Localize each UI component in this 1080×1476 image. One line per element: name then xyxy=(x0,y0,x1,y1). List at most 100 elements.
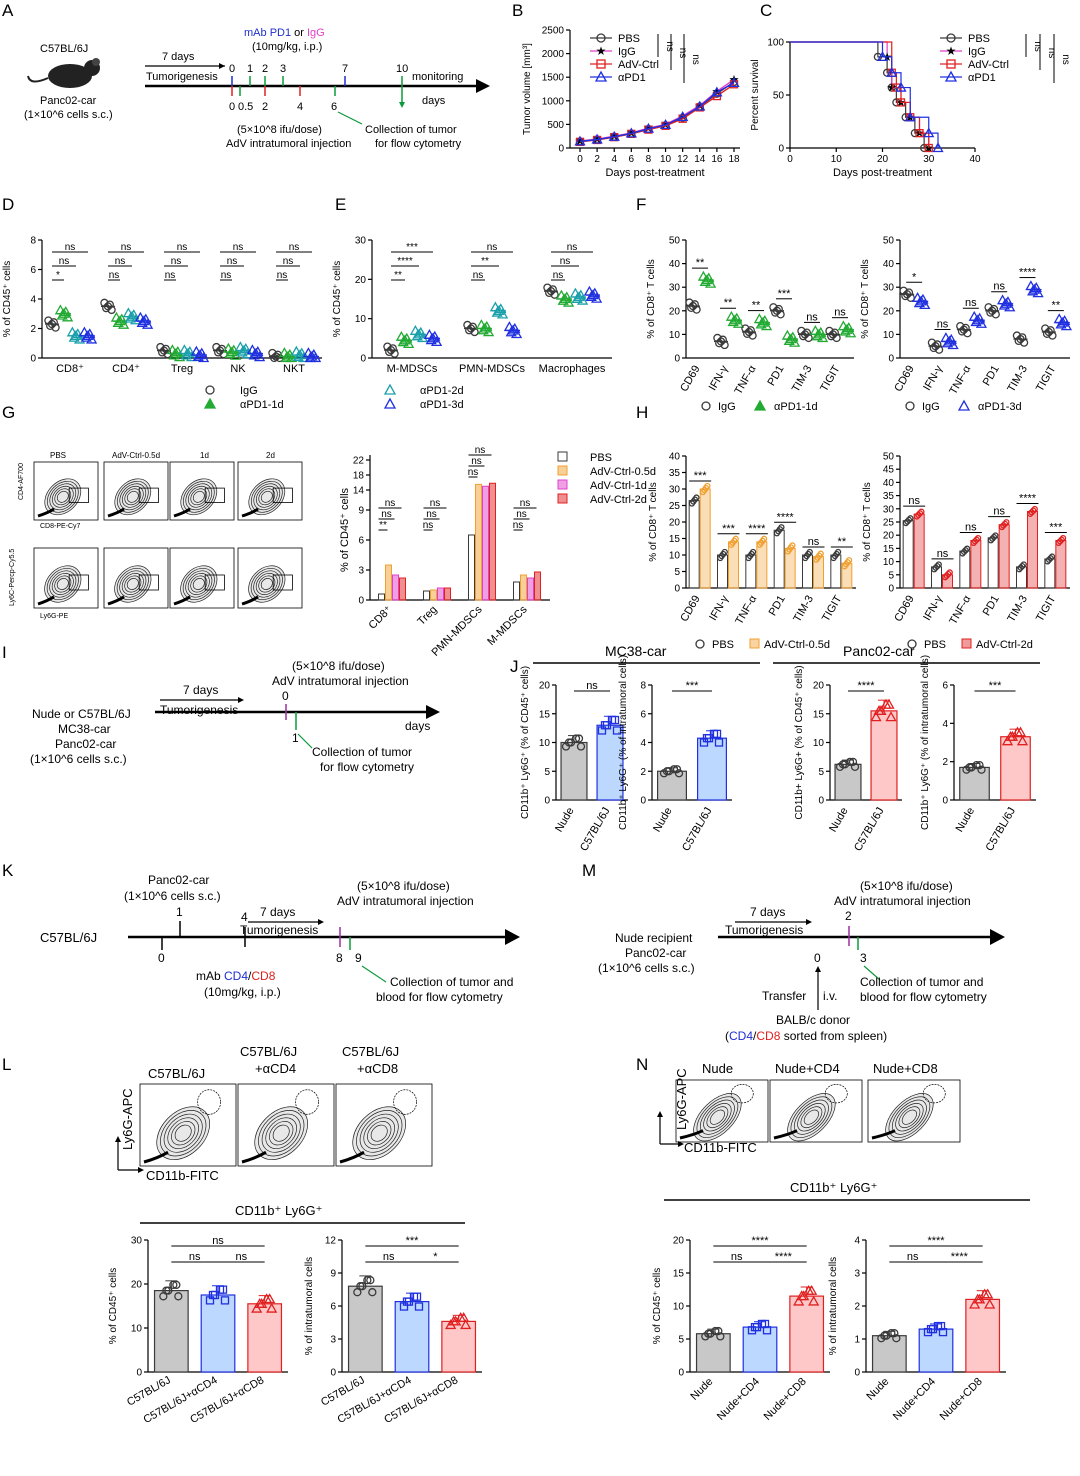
data-group xyxy=(940,332,959,350)
bar xyxy=(784,547,796,589)
y-tick-label: 35 xyxy=(669,468,681,479)
data-point xyxy=(887,1329,896,1338)
data-point xyxy=(238,344,250,355)
panel-letter-a: A xyxy=(2,1,14,20)
flow-y-label: Ly6G-APC xyxy=(120,1088,135,1150)
density-contour xyxy=(253,570,281,598)
data-point xyxy=(594,70,608,82)
sig-label: ns xyxy=(993,281,1005,293)
data-point xyxy=(197,352,210,363)
data-point xyxy=(1019,338,1029,347)
legend-label: IgG xyxy=(968,46,986,58)
density-contour xyxy=(185,570,213,598)
density-contour xyxy=(260,578,273,590)
sig-label: ns xyxy=(468,467,479,478)
series-line xyxy=(790,41,929,153)
legend-f2: IgG αPD1-3d xyxy=(905,399,1022,413)
legend-label: PBS xyxy=(590,452,612,464)
data-group xyxy=(78,326,98,344)
data-point xyxy=(674,769,684,778)
bar xyxy=(942,574,953,589)
data-point xyxy=(984,1298,996,1309)
y-tick-label: 5 xyxy=(678,1335,684,1346)
sig-label: ns xyxy=(553,270,564,281)
data-point xyxy=(587,289,599,300)
data-point xyxy=(712,729,722,739)
bar xyxy=(378,593,385,601)
density-contour xyxy=(800,1106,823,1129)
data-point xyxy=(226,346,238,357)
data-point: ★ xyxy=(677,109,688,123)
x-tick-label: 16 xyxy=(711,154,723,165)
data-point xyxy=(251,1302,263,1313)
density-contour xyxy=(797,1103,826,1132)
density-contour xyxy=(46,480,79,513)
density-edge xyxy=(241,507,259,518)
y-tick-label: 40 xyxy=(883,478,895,489)
adv-injection-label: AdV intratumoral injection xyxy=(834,894,971,908)
y-axis-label: % of CD45⁺ cells xyxy=(339,487,351,572)
bar xyxy=(870,710,898,801)
data-point xyxy=(760,535,768,542)
data-point xyxy=(1000,297,1012,308)
chart-j3: 0 5 10 15 20 CD11b+ Ly6G+ (% of CD45⁺ cells) *… xyxy=(794,665,902,853)
x-tick-label: 12 xyxy=(677,154,689,165)
y-tick-label: 6 xyxy=(358,536,364,547)
density-contour xyxy=(706,1106,729,1129)
legend-entry: AdV-Ctrl-2d xyxy=(557,493,647,506)
data-group xyxy=(1053,313,1073,331)
data-group xyxy=(54,304,74,322)
iv-label: i.v. xyxy=(823,989,837,1003)
y-axis-label: % of CD8⁺ T cells xyxy=(860,259,871,338)
data-point xyxy=(806,1284,818,1295)
data-point xyxy=(129,314,142,325)
collection-label-2: for flow cytometry xyxy=(375,138,462,150)
y-tick-label: 20 xyxy=(669,518,681,529)
data-point xyxy=(571,734,581,743)
bar-group xyxy=(918,1321,954,1373)
legend-swatch xyxy=(557,493,568,504)
data-point xyxy=(402,1297,412,1306)
data-point xyxy=(778,524,785,531)
data-point xyxy=(182,347,194,358)
x-tick-label: Nude+CD8 xyxy=(762,1376,809,1423)
flow-y-label: Ly6G-APC xyxy=(674,1068,689,1130)
gate xyxy=(824,1083,848,1104)
data-point xyxy=(576,294,589,305)
data-point xyxy=(294,349,306,360)
data-point xyxy=(972,1293,984,1304)
x-tick-label: Nude xyxy=(651,806,675,835)
data-point xyxy=(965,763,974,772)
sig-label: ns xyxy=(277,270,288,281)
legend-label: PBS xyxy=(618,33,640,45)
bar xyxy=(153,1289,189,1373)
data-group xyxy=(489,301,509,319)
flow-title: C57BL/6J xyxy=(240,1044,297,1059)
tick-top: 0 xyxy=(229,63,235,75)
sig-label: **** xyxy=(857,680,875,692)
density-contour xyxy=(126,490,139,503)
x-tick-label: 2 xyxy=(594,154,600,165)
data-point xyxy=(760,320,773,331)
data-point xyxy=(107,305,116,315)
data-point xyxy=(576,742,586,751)
sig-label: ** xyxy=(481,256,489,267)
data-point xyxy=(672,765,682,774)
sig-label: ns xyxy=(1032,41,1043,52)
data-point xyxy=(590,292,603,303)
sig-label: *** xyxy=(694,470,708,482)
bar-group xyxy=(695,1326,731,1373)
y-tick-label: 1 xyxy=(854,1335,860,1346)
bar xyxy=(745,554,757,589)
bar-group xyxy=(247,1293,283,1373)
series-line xyxy=(790,41,944,153)
legend-label: AdV-Ctrl xyxy=(968,59,1009,71)
bar xyxy=(742,1326,778,1373)
data-group xyxy=(302,347,322,363)
data-point xyxy=(1047,555,1054,562)
data-point xyxy=(430,336,443,347)
sorted-label: (CD4/CD8 sorted from spleen) xyxy=(725,1029,887,1043)
data-group xyxy=(66,326,86,344)
